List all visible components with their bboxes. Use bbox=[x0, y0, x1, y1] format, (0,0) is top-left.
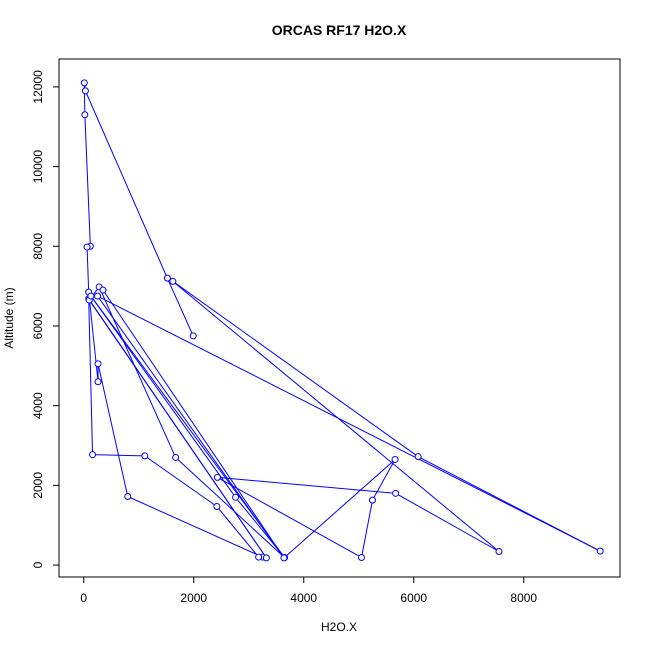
data-point bbox=[358, 553, 365, 561]
data-point bbox=[94, 292, 101, 300]
data-point bbox=[163, 274, 171, 282]
chart-title: ORCAS RF17 H2O.X bbox=[272, 22, 407, 38]
series-segment bbox=[372, 459, 396, 501]
y-axis: 0 2000 4000 6000 8000 10000 12000 bbox=[31, 70, 60, 568]
y-tick-label: 12000 bbox=[31, 70, 45, 104]
series-segment bbox=[361, 500, 373, 558]
series-segment bbox=[144, 455, 218, 507]
series-segment bbox=[395, 492, 500, 552]
data-point bbox=[169, 277, 177, 285]
y-tick-label: 0 bbox=[31, 561, 45, 568]
y-axis-label: Altitude (m) bbox=[2, 287, 16, 348]
data-point bbox=[87, 292, 95, 300]
y-tick-label: 6000 bbox=[31, 312, 45, 339]
data-point bbox=[213, 473, 221, 481]
x-tick-label: 4000 bbox=[290, 591, 317, 605]
data-point bbox=[495, 547, 503, 555]
y-tick-label: 8000 bbox=[31, 233, 45, 260]
data-point bbox=[81, 87, 89, 95]
series-segment bbox=[97, 295, 601, 552]
series-segment bbox=[284, 459, 396, 558]
x-tick-label: 8000 bbox=[510, 591, 537, 605]
data-point bbox=[94, 378, 102, 386]
x-tick-label: 0 bbox=[80, 591, 87, 605]
series-segment bbox=[127, 496, 263, 558]
series-segment bbox=[97, 363, 129, 497]
series-segment bbox=[172, 280, 500, 552]
data-point bbox=[280, 554, 288, 562]
data-point bbox=[189, 332, 197, 340]
series-segment bbox=[84, 114, 91, 247]
data-point bbox=[89, 451, 97, 459]
series-segment bbox=[217, 476, 396, 494]
y-tick-label: 4000 bbox=[31, 392, 45, 419]
data-point bbox=[369, 496, 376, 504]
x-tick-label: 6000 bbox=[400, 591, 427, 605]
series-segment bbox=[90, 295, 236, 498]
data-point bbox=[392, 489, 400, 497]
series-segment bbox=[166, 277, 194, 337]
data-point bbox=[414, 453, 422, 461]
data-point bbox=[255, 553, 263, 561]
series-segment bbox=[172, 280, 419, 458]
data-point bbox=[80, 79, 88, 87]
series-layer bbox=[80, 79, 604, 562]
y-tick-label: 10000 bbox=[31, 150, 45, 184]
series-segment bbox=[175, 457, 285, 558]
data-point bbox=[232, 493, 240, 501]
series-segment bbox=[102, 289, 285, 559]
data-point bbox=[81, 111, 89, 119]
series-segment bbox=[92, 454, 145, 457]
data-point bbox=[172, 453, 180, 461]
data-point bbox=[124, 493, 132, 501]
x-axis-label: H2O.X bbox=[321, 620, 357, 634]
y-tick-label: 2000 bbox=[31, 472, 45, 499]
series-segment bbox=[88, 299, 267, 559]
series-segment bbox=[88, 298, 94, 455]
data-point bbox=[83, 243, 91, 251]
x-tick-label: 2000 bbox=[180, 591, 207, 605]
data-point bbox=[391, 455, 399, 463]
series-segment bbox=[86, 247, 90, 293]
series-segment bbox=[97, 295, 285, 559]
x-axis: 0 2000 4000 6000 8000 bbox=[80, 576, 537, 605]
series-segment bbox=[216, 506, 260, 558]
data-point bbox=[99, 286, 107, 294]
data-point bbox=[213, 502, 221, 510]
data-point bbox=[141, 452, 149, 460]
series-segment bbox=[84, 90, 168, 279]
data-point bbox=[94, 360, 102, 368]
data-point bbox=[596, 547, 604, 555]
series-segment bbox=[217, 476, 362, 558]
series-segment bbox=[98, 286, 177, 458]
data-point bbox=[262, 554, 270, 562]
